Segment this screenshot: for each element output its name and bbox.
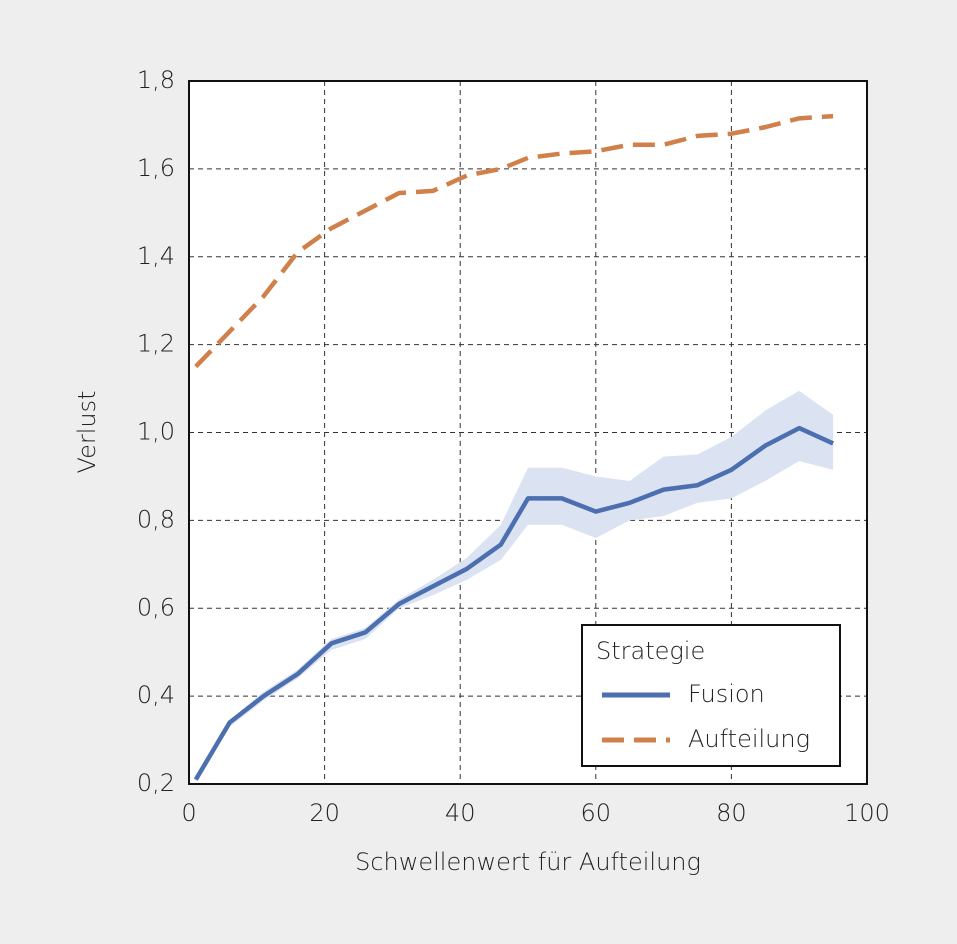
x-tick-label: 100 [844,799,890,827]
x-tick-label: 20 [309,799,340,827]
legend-title: Strategie [596,637,705,665]
series-line [193,425,835,781]
y-tick-label: 0,6 [137,593,175,621]
legend-label: Fusion [688,680,765,708]
y-tick-label: 1,6 [137,154,175,182]
y-tick-label: 0,4 [137,681,175,709]
series-line [194,113,834,369]
y-tick-label: 1,2 [137,330,175,358]
y-tick-label: 0,8 [137,505,175,533]
marks [193,113,835,781]
y-axis-label: Verlust [73,391,101,474]
legend: Strategie Fusion Aufteilung [581,624,841,767]
x-tick-label: 40 [445,799,476,827]
y-tick-label: 1,8 [137,66,175,94]
y-tick-label: 1,4 [137,242,175,270]
y-tick-label: 1,0 [137,418,175,446]
legend-label: Aufteilung [688,725,810,753]
y-tick-label: 0,2 [137,769,175,797]
x-tick-label: 60 [581,799,612,827]
x-axis-label: Schwellenwert für Aufteilung [355,848,701,876]
x-tick-label: 0 [181,799,196,827]
x-tick-label: 80 [716,799,747,827]
plot-frame [188,80,868,785]
